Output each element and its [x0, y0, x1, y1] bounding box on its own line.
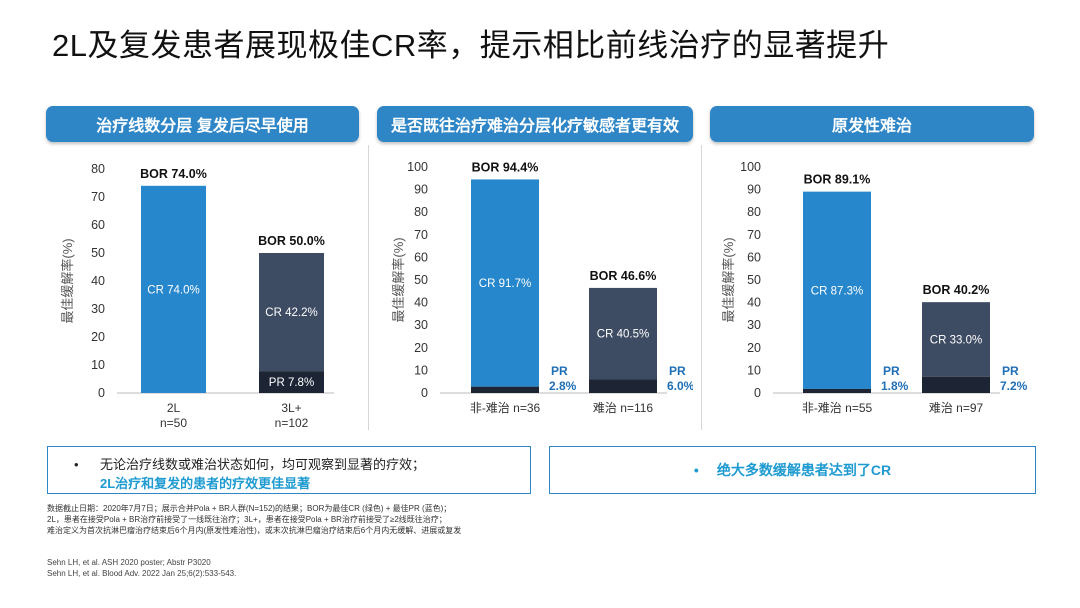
x-tick-label: 非-难治 n=36: [470, 401, 541, 415]
y-tick-label: 50: [91, 246, 105, 260]
bar-pr: [922, 376, 990, 393]
y-tick-label: 40: [747, 296, 761, 310]
y-axis-label: 最佳缓解率(%): [721, 237, 736, 322]
x-tick-label: 非-难治 n=55: [802, 401, 873, 415]
y-tick-label: 10: [91, 358, 105, 372]
bar-cr: [803, 191, 871, 389]
y-tick-label: 20: [747, 341, 761, 355]
y-tick-label: 60: [414, 250, 428, 264]
x-tick-label: n=50: [160, 416, 187, 430]
bar-pr: [259, 371, 324, 393]
bar-pr-label: PR: [883, 364, 900, 378]
bullet-icon: •: [74, 457, 79, 472]
bor-label: BOR 74.0%: [140, 167, 207, 181]
y-axis-label: 最佳缓解率(%): [391, 237, 406, 322]
y-tick-label: 30: [747, 318, 761, 332]
page-title: 2L及复发患者展现极佳CR率，提示相比前线治疗的显著提升: [52, 28, 890, 63]
x-tick-label: 3L+: [281, 401, 301, 415]
x-tick-label: n=102: [275, 416, 309, 430]
panel-header-line-count: 治疗线数分层 复发后尽早使用: [46, 106, 359, 142]
bullet-icon: •: [693, 462, 699, 478]
bar-pr-label: PR: [669, 364, 686, 378]
bar-pr-label: 2.8%: [549, 379, 577, 393]
footnote-line: 难治定义为首次抗淋巴瘤治疗结束后6个月内(原发性难治性)，或末次抗淋巴瘤治疗结束…: [47, 526, 462, 535]
bar-cr-label: CR 40.5%: [597, 329, 649, 341]
y-tick-label: 50: [747, 273, 761, 287]
y-tick-label: 10: [747, 363, 761, 377]
summary-right-text: 绝大多数缓解患者达到了CR: [716, 462, 892, 478]
y-tick-label: 20: [414, 341, 428, 355]
bar-pr: [589, 379, 657, 393]
panel-divider: [368, 145, 369, 430]
bar-cr-label: CR 33.0%: [930, 334, 982, 346]
reference-line: Sehn LH, et al. Blood Adv. 2022 Jan 25;6…: [47, 569, 237, 578]
chart-refractory-status: 0 10 20 30 40 50 60 70 80 90 100 最佳缓解率(%) CR 91.7% PR…: [391, 160, 693, 415]
bar-pr-label: 7.2%: [1000, 379, 1028, 393]
y-tick-label: 50: [414, 273, 428, 287]
y-tick-label: 60: [747, 250, 761, 264]
bar-pr-label: PR: [551, 364, 568, 378]
y-tick-label: 80: [414, 205, 428, 219]
bar-cr: [922, 302, 990, 377]
y-tick-label: 70: [747, 228, 761, 242]
y-tick-label: 0: [98, 386, 105, 400]
y-tick-label: 10: [414, 363, 428, 377]
bar-cr-label: CR 42.2%: [265, 307, 317, 319]
y-tick-label: 40: [91, 274, 105, 288]
y-tick-label: 100: [407, 160, 428, 174]
bar-pr-label: PR: [1002, 364, 1019, 378]
bar-pr-label: 1.8%: [881, 379, 909, 393]
bar-pr-label: PR 7.8%: [269, 377, 314, 389]
x-tick-label: 难治 n=116: [593, 401, 653, 415]
y-tick-label: 80: [747, 205, 761, 219]
chart-line-count: 0 10 20 30 40 50 60 70 80 最佳缓解率(%) CR 74.0% BOR 74.…: [60, 162, 334, 430]
footnotes: 数据截止日期：2020年7月7日；展示合并Pola + BR人群(N=152)的…: [47, 503, 461, 536]
y-tick-label: 70: [414, 228, 428, 242]
y-axis-label: 最佳缓解率(%): [60, 238, 75, 323]
summary-box-right: • 绝大多数缓解患者达到了CR: [549, 446, 1036, 494]
y-tick-label: 80: [91, 162, 105, 176]
bar-pr: [471, 386, 539, 393]
bor-label: BOR 50.0%: [258, 234, 325, 248]
summary-left-line1: • 无论治疗线数或难治状态如何，均可观察到显著的疗效；: [74, 454, 425, 473]
chart-primary-refractory: 0 10 20 30 40 50 60 70 80 90 100 最佳缓解率(%) CR 87.3% PR…: [721, 160, 1028, 415]
bor-label: BOR 40.2%: [923, 283, 990, 297]
y-tick-label: 90: [414, 183, 428, 197]
x-tick-label: 2L: [167, 401, 181, 415]
summary-right: • 绝大多数缓解患者达到了CR: [694, 460, 891, 480]
reference-line: Sehn LH, et al. ASH 2020 poster; Abstr P…: [47, 558, 211, 567]
bar-cr: [589, 287, 657, 380]
bar-cr-label: CR 87.3%: [811, 285, 863, 297]
y-tick-label: 30: [414, 318, 428, 332]
bor-label: BOR 94.4%: [472, 160, 539, 174]
summary-box-left: • 无论治疗线数或难治状态如何，均可观察到显著的疗效； 2L治疗和复发的患者的疗效…: [47, 446, 531, 494]
footnote-line: 2L，患者在接受Pola + BR治疗前接受了一线既往治疗；3L+，患者在接受P…: [47, 515, 447, 524]
panel-header-primary-refractory: 原发性难治: [710, 106, 1034, 142]
bor-label: BOR 46.6%: [590, 269, 657, 283]
summary-left-line2: 2L治疗和复发的患者的疗效更佳显著: [100, 476, 311, 491]
panel-divider: [701, 145, 702, 430]
y-tick-label: 100: [740, 160, 761, 174]
bar-cr: [141, 185, 206, 393]
bar-pr: [803, 388, 871, 393]
bar-cr: [471, 179, 539, 387]
y-tick-label: 90: [747, 183, 761, 197]
y-tick-label: 0: [754, 386, 761, 400]
y-tick-label: 70: [91, 190, 105, 204]
bar-pr-label: 6.0%: [667, 379, 693, 393]
bor-label: BOR 89.1%: [804, 173, 871, 187]
y-tick-label: 20: [91, 330, 105, 344]
footnote-line: 数据截止日期：2020年7月7日；展示合并Pola + BR人群(N=152)的…: [47, 504, 452, 513]
y-tick-label: 60: [91, 218, 105, 232]
x-tick-label: 难治 n=97: [929, 401, 984, 415]
summary-left-text1: 无论治疗线数或难治状态如何，均可观察到显著的疗效；: [100, 457, 426, 472]
panel-header-refractory-status: 是否既往治疗难治分层化疗敏感者更有效: [377, 106, 693, 142]
y-tick-label: 30: [91, 302, 105, 316]
bar-cr-label: CR 91.7%: [479, 278, 531, 290]
bar-cr-label: CR 74.0%: [147, 284, 199, 296]
references: Sehn LH, et al. ASH 2020 poster; Abstr P…: [47, 557, 236, 579]
y-tick-label: 0: [421, 386, 428, 400]
bar-cr: [259, 253, 324, 372]
y-tick-label: 40: [414, 296, 428, 310]
